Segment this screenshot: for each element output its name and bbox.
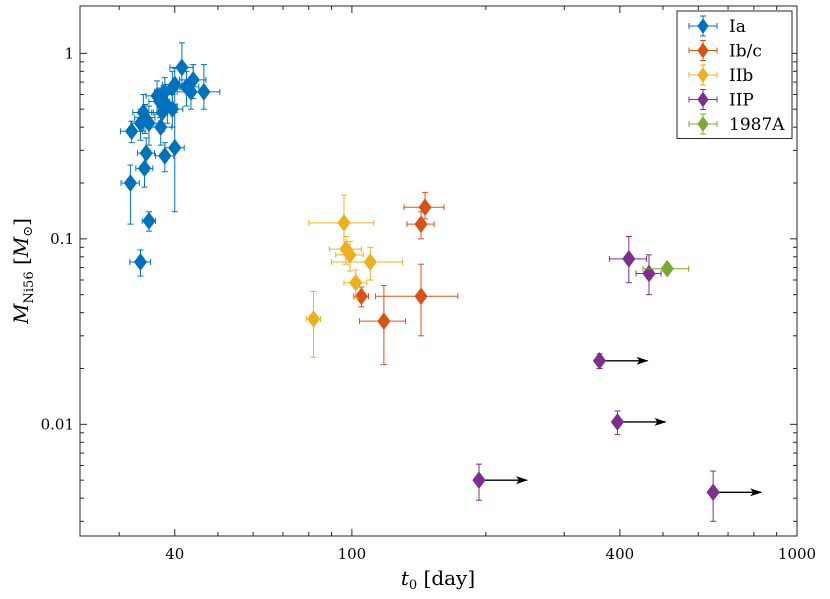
legend-marker [697,18,709,34]
diamond-marker [306,310,321,328]
diamond-marker [349,273,363,292]
data-point [642,259,690,278]
legend-entry: 1987A [688,113,785,135]
data-point [305,291,321,358]
legend-label: IIb [729,66,753,86]
legend-marker [697,42,709,59]
diamond-marker [137,159,152,178]
diamond-marker [168,138,182,157]
diamond-marker [354,287,368,306]
diamond-marker [175,58,189,77]
data-point [335,240,364,272]
diamond-marker [168,75,182,94]
data-point [610,410,667,436]
series-ia [119,42,221,277]
data-point [119,120,143,144]
diamond-marker [158,147,172,165]
legend-entry: Ib/c [688,40,762,62]
data-point [169,42,194,90]
legend-marker [697,91,709,108]
data-point [406,211,435,240]
x-tick-label: 100 [338,545,367,563]
legend-label: Ia [729,17,746,37]
legend-entry: Ia [688,15,746,37]
diamond-marker [197,83,211,101]
data-point [129,249,152,277]
data-point [164,111,185,213]
diamond-marker [125,122,139,141]
data-point [148,111,173,146]
x-axis-label: t0 [day] [401,566,475,593]
y-tick-label: 1 [64,44,74,62]
diamond-marker [123,174,138,192]
diamond-marker [472,471,486,489]
x-tick-label: 40 [165,545,184,563]
diamond-marker [377,312,391,330]
diamond-marker [622,250,636,268]
data-point [353,286,370,308]
y-tick-label: 0.01 [41,415,74,433]
legend-entry: IIP [688,89,754,111]
data-point [608,235,647,284]
diamond-marker [154,118,168,136]
series-iip [472,235,763,522]
diamond-marker [142,212,156,230]
data-point [331,246,404,281]
y-tick-label: 0.1 [50,230,74,248]
data-point [343,269,368,299]
data-point [358,285,407,366]
data-point [154,142,175,173]
diamond-marker [363,253,377,271]
data-layer [119,42,763,522]
data-point [185,64,221,110]
data-point [403,191,445,220]
series-1987a [642,259,690,278]
data-point [135,149,154,188]
legend: Ia Ib/c IIb IIP 1987A [676,10,793,139]
diamond-marker [142,114,156,133]
legend-marker [697,116,709,132]
x-tick-label: 400 [606,545,635,563]
data-point [141,211,156,232]
legend-label: 1987A [729,115,785,135]
data-point [120,164,140,225]
legend-label: IIP [729,91,754,111]
data-point [328,235,362,265]
diamond-marker [186,70,200,89]
data-point [592,351,649,370]
diamond-marker [133,253,148,271]
diamond-marker [592,351,607,370]
legend-entry: IIb [688,64,753,86]
diamond-marker [610,413,625,431]
diamond-marker [660,259,674,278]
y-axis-label: MNi56 [M⊙] [9,218,37,325]
data-point [160,94,184,128]
data-point [375,263,459,337]
data-point [635,254,662,296]
axis-layer: 40 100 400 1000 0.01 0.1 1 [41,6,816,563]
diamond-marker [414,287,428,306]
diamond-marker [414,215,428,233]
diamond-marker [642,264,656,283]
data-point [134,103,156,134]
diamond-marker [343,245,357,264]
series-iib [305,194,404,358]
series-ib-c [353,191,459,366]
diamond-marker [165,100,179,119]
diamond-marker [337,213,351,232]
diamond-marker [418,198,432,217]
data-point [472,463,528,501]
x-tick-label: 1000 [778,545,816,563]
data-point [161,67,187,105]
data-point [179,64,207,100]
data-point [706,470,763,522]
plot-frame [79,5,798,537]
legend-marker [697,67,709,83]
legend-label: Ib/c [729,42,762,62]
diamond-marker [706,483,720,502]
